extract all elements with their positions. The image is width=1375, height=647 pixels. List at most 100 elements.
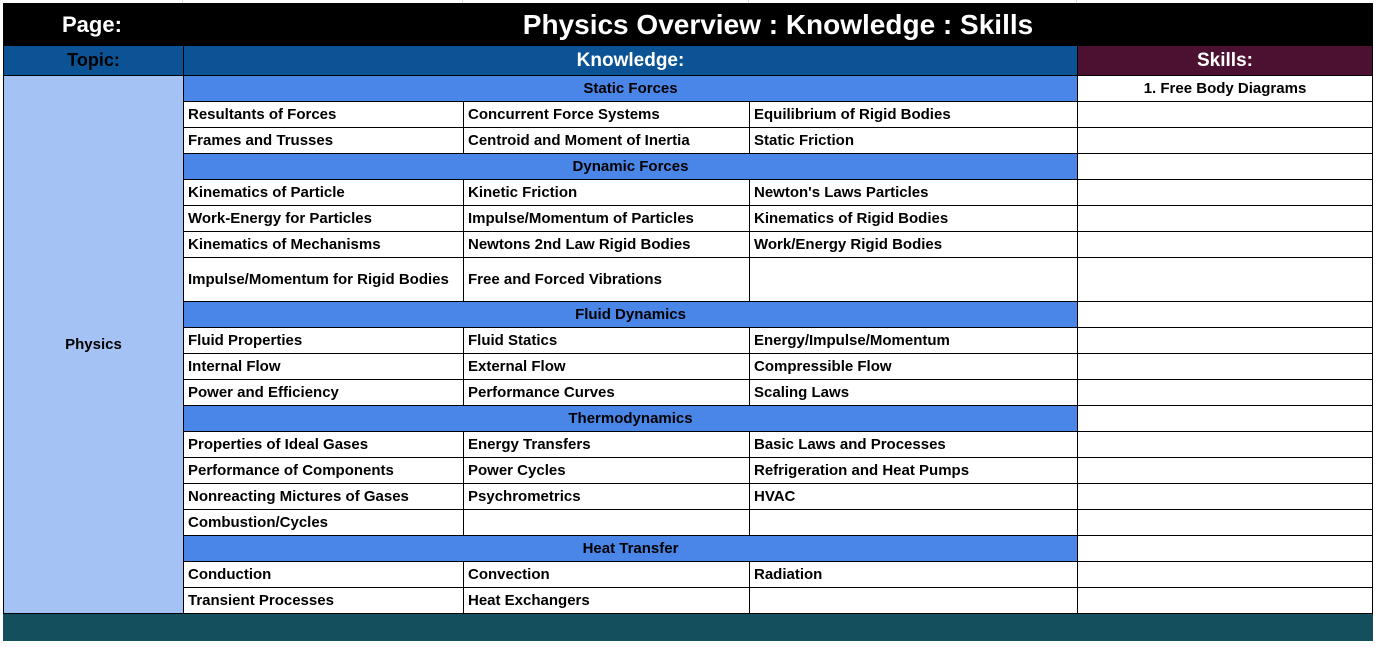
skill-cell[interactable] — [1077, 101, 1373, 128]
skills-header[interactable]: Skills: — [1077, 45, 1373, 76]
skill-cell[interactable] — [1077, 431, 1373, 458]
section-heading[interactable]: Thermodynamics — [183, 405, 1078, 432]
knowledge-cell[interactable]: Nonreacting Mictures of Gases — [183, 483, 464, 510]
section-heading[interactable]: Static Forces — [183, 75, 1078, 102]
table-row: Transient Processes Heat Exchangers — [4, 587, 1373, 614]
knowledge-cell[interactable]: Work-Energy for Particles — [183, 205, 464, 232]
knowledge-cell[interactable] — [749, 587, 1078, 614]
skill-cell[interactable] — [1077, 327, 1373, 354]
skill-cell[interactable] — [1077, 509, 1373, 536]
table-row: Combustion/Cycles — [4, 509, 1373, 536]
knowledge-cell[interactable]: Equilibrium of Rigid Bodies — [749, 101, 1078, 128]
topic-header[interactable]: Topic: — [3, 45, 184, 76]
knowledge-cell[interactable]: Performance of Components — [183, 457, 464, 484]
knowledge-cell[interactable]: Concurrent Force Systems — [463, 101, 750, 128]
table-row: Conduction Convection Radiation — [4, 561, 1373, 588]
skill-cell[interactable] — [1077, 587, 1373, 614]
knowledge-cell[interactable] — [749, 257, 1078, 302]
knowledge-cell[interactable]: Energy/Impulse/Momentum — [749, 327, 1078, 354]
page-title[interactable]: Physics Overview : Knowledge : Skills — [183, 3, 1373, 46]
knowledge-cell[interactable]: Kinetic Friction — [463, 179, 750, 206]
knowledge-cell[interactable]: Fluid Properties — [183, 327, 464, 354]
skill-cell[interactable] — [1077, 483, 1373, 510]
knowledge-cell[interactable]: HVAC — [749, 483, 1078, 510]
table-row: Frames and Trusses Centroid and Moment of… — [4, 127, 1373, 154]
knowledge-cell[interactable]: Energy Transfers — [463, 431, 750, 458]
knowledge-cell[interactable]: Scaling Laws — [749, 379, 1078, 406]
knowledge-cell[interactable]: Static Friction — [749, 127, 1078, 154]
skill-cell[interactable] — [1077, 179, 1373, 206]
footer-bar — [3, 613, 1373, 641]
table-row: Nonreacting Mictures of Gases Psychrometr… — [4, 483, 1373, 510]
table-row: Power and Efficiency Performance Curves Sc… — [4, 379, 1373, 406]
knowledge-cell[interactable]: Centroid and Moment of Inertia — [463, 127, 750, 154]
knowledge-cell[interactable]: Heat Exchangers — [463, 587, 750, 614]
knowledge-cell[interactable]: Combustion/Cycles — [183, 509, 464, 536]
section-row: Fluid Dynamics — [4, 301, 1373, 328]
skill-cell[interactable] — [1077, 257, 1373, 302]
table-row: Kinematics of Mechanisms Newtons 2nd Law … — [4, 231, 1373, 258]
section-row: Dynamic Forces — [4, 153, 1373, 180]
section-heading[interactable]: Fluid Dynamics — [183, 301, 1078, 328]
skill-cell[interactable] — [1077, 561, 1373, 588]
gridline — [182, 0, 183, 3]
knowledge-cell[interactable] — [749, 509, 1078, 536]
skill-cell[interactable] — [1077, 153, 1373, 180]
knowledge-cell[interactable]: External Flow — [463, 353, 750, 380]
knowledge-cell[interactable]: Fluid Statics — [463, 327, 750, 354]
knowledge-cell[interactable]: Impulse/Momentum for Rigid Bodies — [183, 257, 464, 302]
knowledge-cell[interactable]: Compressible Flow — [749, 353, 1078, 380]
knowledge-cell[interactable]: Power and Efficiency — [183, 379, 464, 406]
knowledge-cell[interactable]: Conduction — [183, 561, 464, 588]
knowledge-cell[interactable]: Basic Laws and Processes — [749, 431, 1078, 458]
skill-cell[interactable] — [1077, 301, 1373, 328]
skill-cell[interactable] — [1077, 535, 1373, 562]
knowledge-cell[interactable]: Transient Processes — [183, 587, 464, 614]
knowledge-cell[interactable]: Refrigeration and Heat Pumps — [749, 457, 1078, 484]
skill-cell[interactable] — [1077, 205, 1373, 232]
gridline — [1076, 0, 1077, 3]
page-label[interactable]: Page: — [3, 3, 184, 46]
skill-cell[interactable] — [1077, 353, 1373, 380]
knowledge-cell[interactable]: Free and Forced Vibrations — [463, 257, 750, 302]
knowledge-cell[interactable]: Resultants of Forces — [183, 101, 464, 128]
table-row: Properties of Ideal Gases Energy Transfer… — [4, 431, 1373, 458]
knowledge-header[interactable]: Knowledge: — [183, 45, 1078, 76]
knowledge-cell[interactable]: Newtons 2nd Law Rigid Bodies — [463, 231, 750, 258]
section-row: Physics Static Forces 1. Free Body Diagram… — [3, 75, 1373, 614]
topic-cell[interactable]: Physics — [3, 75, 184, 614]
knowledge-cell[interactable]: Properties of Ideal Gases — [183, 431, 464, 458]
column-header-row: Topic: Knowledge: Skills: — [3, 45, 1373, 76]
footer-cell — [3, 613, 1373, 641]
knowledge-cell[interactable]: Impulse/Momentum of Particles — [463, 205, 750, 232]
knowledge-cell[interactable]: Kinematics of Particle — [183, 179, 464, 206]
skill-cell[interactable] — [1077, 231, 1373, 258]
knowledge-cell[interactable] — [463, 509, 750, 536]
knowledge-cell[interactable]: Radiation — [749, 561, 1078, 588]
knowledge-cell[interactable]: Kinematics of Mechanisms — [183, 231, 464, 258]
knowledge-cell[interactable]: Frames and Trusses — [183, 127, 464, 154]
table-row: Performance of Components Power Cycles Ref… — [4, 457, 1373, 484]
skill-cell[interactable] — [1077, 379, 1373, 406]
knowledge-cell[interactable]: Convection — [463, 561, 750, 588]
knowledge-cell[interactable]: Work/Energy Rigid Bodies — [749, 231, 1078, 258]
table-row: Impulse/Momentum for Rigid Bodies Free an… — [4, 257, 1373, 302]
skill-cell[interactable] — [1077, 405, 1373, 432]
knowledge-cell[interactable]: Performance Curves — [463, 379, 750, 406]
knowledge-cell[interactable]: Newton's Laws Particles — [749, 179, 1078, 206]
table-row: Fluid Properties Fluid Statics Energy/Impu… — [4, 327, 1373, 354]
title-row: Page: Physics Overview : Knowledge : Ski… — [3, 3, 1373, 46]
knowledge-cell[interactable]: Internal Flow — [183, 353, 464, 380]
section-heading[interactable]: Heat Transfer — [183, 535, 1078, 562]
knowledge-cell[interactable]: Kinematics of Rigid Bodies — [749, 205, 1078, 232]
skill-cell[interactable]: 1. Free Body Diagrams — [1077, 75, 1373, 102]
skill-cell[interactable] — [1077, 127, 1373, 154]
table-row: Work-Energy for Particles Impulse/Momentu… — [4, 205, 1373, 232]
skill-cell[interactable] — [1077, 457, 1373, 484]
knowledge-cell[interactable]: Psychrometrics — [463, 483, 750, 510]
table-body: Page: Physics Overview : Knowledge : Ski… — [3, 3, 1373, 641]
gridline — [748, 0, 749, 3]
section-heading[interactable]: Dynamic Forces — [183, 153, 1078, 180]
knowledge-cell[interactable]: Power Cycles — [463, 457, 750, 484]
